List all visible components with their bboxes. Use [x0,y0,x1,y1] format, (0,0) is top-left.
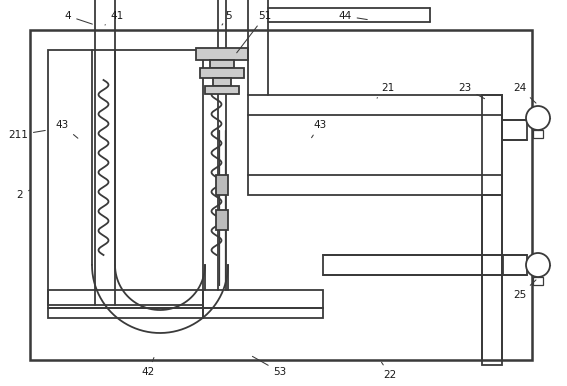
Text: 22: 22 [382,362,397,380]
Text: 5: 5 [222,11,231,25]
Bar [502,255,527,275]
Text: 4: 4 [65,11,92,24]
Text: 41: 41 [105,11,124,25]
Bar [200,68,244,78]
Bar [48,50,203,305]
Bar [210,60,234,68]
Circle shape [526,106,550,130]
Text: 44: 44 [338,11,367,21]
Bar [248,95,502,195]
Bar [48,290,203,308]
Bar [216,210,228,230]
Text: 51: 51 [236,11,272,53]
Bar [48,308,203,318]
Text: 23: 23 [458,83,485,99]
Bar [30,30,532,360]
Bar [482,95,502,365]
Text: 25: 25 [513,280,536,300]
Text: 43: 43 [311,120,327,138]
Bar [533,130,543,138]
Text: 42: 42 [141,357,155,377]
Text: 24: 24 [513,83,536,103]
Bar [533,277,543,285]
Text: 2: 2 [16,190,30,200]
Text: 43: 43 [56,120,78,138]
Text: 21: 21 [377,83,395,98]
Text: 211: 211 [8,130,45,140]
Bar [216,175,228,195]
Bar [205,86,239,94]
Bar [323,255,503,275]
Circle shape [526,253,550,277]
Bar [203,290,323,308]
Bar [203,308,323,318]
Bar [196,48,248,60]
Bar [502,120,527,140]
Bar [213,78,231,86]
Text: 53: 53 [252,356,287,377]
